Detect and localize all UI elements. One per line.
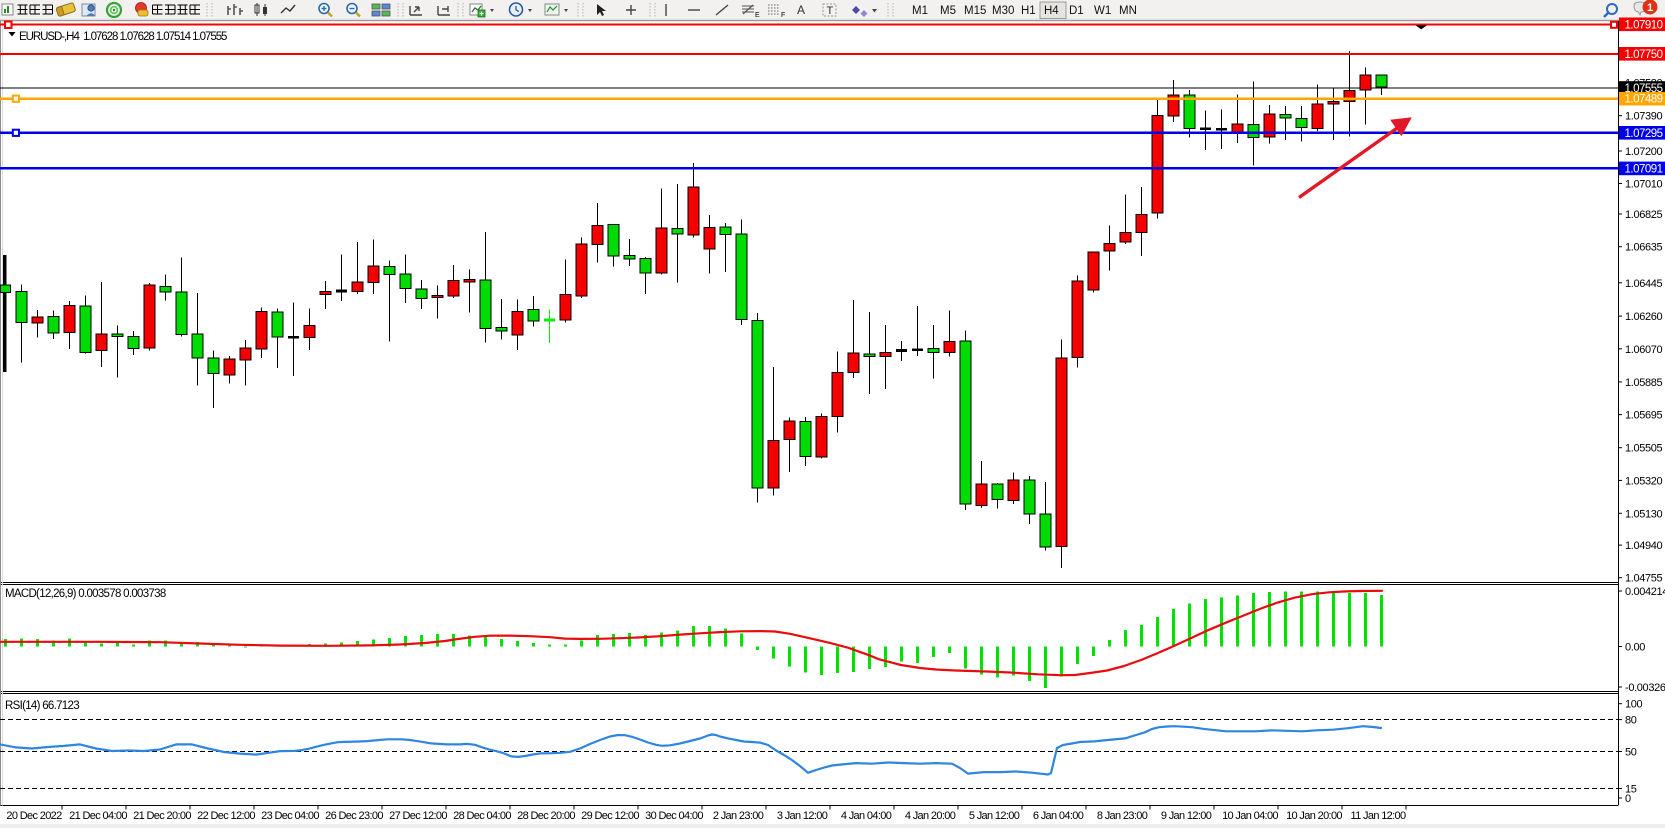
svg-text:6 Jan 04:00: 6 Jan 04:00 — [1033, 810, 1084, 822]
svg-text:M1: M1 — [912, 5, 928, 17]
svg-text:15: 15 — [1625, 784, 1637, 796]
svg-text:F: F — [781, 12, 785, 19]
svg-text:9 Jan 12:00: 9 Jan 12:00 — [1161, 810, 1212, 822]
svg-text:1.07390: 1.07390 — [1625, 111, 1663, 123]
svg-text:29 Dec 12:00: 29 Dec 12:00 — [581, 810, 639, 822]
svg-text:4 Jan 20:00: 4 Jan 20:00 — [905, 810, 956, 822]
svg-text:21 Dec 04:00: 21 Dec 04:00 — [69, 810, 127, 822]
svg-text:1.06260: 1.06260 — [1625, 311, 1663, 323]
svg-text:27 Dec 12:00: 27 Dec 12:00 — [389, 810, 447, 822]
svg-text:H4: H4 — [1044, 5, 1059, 17]
svg-text:10 Jan 04:00: 10 Jan 04:00 — [1222, 810, 1278, 822]
svg-text:MN: MN — [1119, 5, 1137, 17]
svg-text:1.06070: 1.06070 — [1625, 344, 1663, 356]
svg-text:1.07910: 1.07910 — [1625, 19, 1663, 31]
svg-text:100: 100 — [1625, 699, 1643, 711]
svg-text:1.05505: 1.05505 — [1625, 443, 1663, 455]
svg-text:1.06825: 1.06825 — [1625, 209, 1663, 221]
svg-text:1.07295: 1.07295 — [1625, 128, 1663, 140]
svg-text:1.05695: 1.05695 — [1625, 410, 1663, 422]
svg-text:D1: D1 — [1069, 5, 1084, 17]
svg-text:0.004214: 0.004214 — [1625, 586, 1665, 598]
svg-text:3 Jan 12:00: 3 Jan 12:00 — [777, 810, 828, 822]
svg-text:H1: H1 — [1021, 5, 1036, 17]
svg-text:8 Jan 23:00: 8 Jan 23:00 — [1097, 810, 1148, 822]
svg-text:-0.00326: -0.00326 — [1625, 682, 1665, 694]
svg-text:1.06445: 1.06445 — [1625, 278, 1663, 290]
svg-text:EURUSD-,H4 1.07628 1.07628 1.: EURUSD-,H4 1.07628 1.07628 1.07514 1.075… — [19, 31, 227, 43]
svg-text:1.07750: 1.07750 — [1625, 49, 1663, 61]
svg-text:30 Dec 04:00: 30 Dec 04:00 — [645, 810, 703, 822]
svg-text:26 Dec 23:00: 26 Dec 23:00 — [325, 810, 383, 822]
svg-text:RSI(14) 66.7123: RSI(14) 66.7123 — [5, 700, 79, 712]
svg-text:T: T — [827, 5, 834, 17]
svg-text:11 Jan 12:00: 11 Jan 12:00 — [1351, 810, 1407, 822]
svg-text:10 Jan 20:00: 10 Jan 20:00 — [1286, 810, 1342, 822]
svg-text:W1: W1 — [1094, 5, 1111, 17]
svg-text:1.04940: 1.04940 — [1625, 540, 1663, 552]
svg-text:M15: M15 — [964, 5, 986, 17]
svg-text:28 Dec 20:00: 28 Dec 20:00 — [517, 810, 575, 822]
svg-text:1.05885: 1.05885 — [1625, 377, 1663, 389]
svg-text:23 Dec 04:00: 23 Dec 04:00 — [261, 810, 319, 822]
svg-text:2 Jan 23:00: 2 Jan 23:00 — [713, 810, 764, 822]
svg-text:0.00: 0.00 — [1625, 642, 1645, 654]
svg-text:1.05130: 1.05130 — [1625, 508, 1663, 520]
svg-text:22 Dec 12:00: 22 Dec 12:00 — [197, 810, 255, 822]
svg-text:28 Dec 04:00: 28 Dec 04:00 — [453, 810, 511, 822]
svg-text:M30: M30 — [992, 5, 1014, 17]
svg-text:1.07010: 1.07010 — [1625, 179, 1663, 191]
svg-text:20 Dec 2022: 20 Dec 2022 — [6, 810, 62, 822]
svg-text:A: A — [797, 3, 805, 17]
svg-text:4 Jan 04:00: 4 Jan 04:00 — [841, 810, 892, 822]
svg-text:1: 1 — [1647, 2, 1653, 14]
svg-text:1.07200: 1.07200 — [1625, 146, 1663, 158]
svg-text:0: 0 — [1625, 793, 1631, 805]
svg-text:50: 50 — [1625, 747, 1637, 759]
svg-text:M5: M5 — [940, 5, 956, 17]
svg-text:1.06635: 1.06635 — [1625, 242, 1663, 254]
svg-text:80: 80 — [1625, 715, 1637, 727]
svg-text:21 Dec 20:00: 21 Dec 20:00 — [133, 810, 191, 822]
svg-text:1.04755: 1.04755 — [1625, 573, 1663, 585]
svg-text:5 Jan 12:00: 5 Jan 12:00 — [969, 810, 1020, 822]
svg-text:MACD(12,26,9) 0.003578 0.00373: MACD(12,26,9) 0.003578 0.003738 — [5, 588, 166, 600]
svg-text:1.07489: 1.07489 — [1625, 94, 1663, 106]
svg-text:1.05320: 1.05320 — [1625, 475, 1663, 487]
svg-text:E: E — [755, 12, 760, 19]
svg-text:1.07091: 1.07091 — [1625, 163, 1663, 175]
